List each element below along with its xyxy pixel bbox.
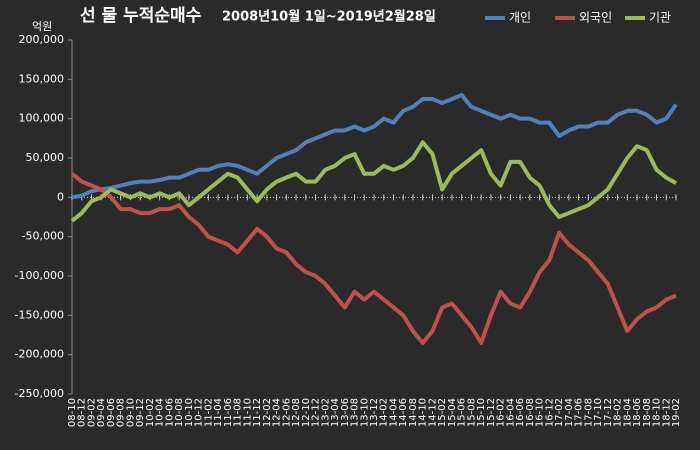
x-tick-label: 17-10 (593, 398, 604, 427)
x-tick-label: 15-10 (476, 398, 487, 427)
x-tick-label: 14-04 (388, 398, 399, 427)
x-tick-label: 14-06 (398, 398, 409, 427)
chart-title: 선 물 누적순매수 (80, 6, 202, 26)
x-tick-label: 17-02 (554, 398, 565, 427)
x-tick-label: 09-06 (106, 398, 117, 427)
x-tick-label: 13-12 (369, 398, 380, 427)
x-tick-label: 16-08 (525, 398, 536, 427)
x-tick-label: 09-08 (116, 398, 127, 427)
x-tick-label: 16-02 (496, 398, 507, 427)
legend-label: 기관 (649, 11, 671, 25)
y-tick-label: -50,000 (22, 230, 64, 243)
x-tick-label: 10-12 (194, 398, 205, 427)
chart-subtitle: 2008년10월 1일~2019년2월28일 (222, 9, 436, 25)
y-tick-label: 100,000 (19, 112, 65, 125)
x-tick-label: 11-06 (223, 398, 234, 427)
x-tick-label: 15-08 (466, 398, 477, 427)
legend-label: 외국인 (579, 11, 612, 25)
x-tick-label: 13-08 (350, 398, 361, 427)
x-tick-label: 17-04 (564, 398, 575, 427)
x-tick-label: 08-12 (77, 398, 88, 427)
series-line (70, 172, 677, 345)
x-tick-label: 10-10 (184, 398, 195, 427)
y-tick-label: 0 (57, 190, 64, 203)
x-tick-label: 11-10 (242, 398, 253, 427)
x-tick-label: 17-12 (603, 398, 614, 427)
y-tick-label: -250,000 (15, 387, 64, 400)
legend-label: 개인 (509, 11, 531, 25)
x-tick-label: 12-10 (301, 398, 312, 427)
x-tick-label: 09-02 (86, 398, 97, 427)
y-tick-label: 200,000 (19, 33, 65, 46)
x-tick-label: 18-08 (642, 398, 653, 427)
x-tick-label: 12-02 (262, 398, 273, 427)
x-tick-label: 11-02 (203, 398, 214, 427)
x-tick-label: 12-12 (311, 398, 322, 427)
x-tick-label: 10-04 (155, 398, 166, 427)
series-line (70, 140, 677, 223)
x-tick-label: 14-02 (379, 398, 390, 427)
x-tick-label: 16-04 (505, 398, 516, 427)
x-tick-label: 17-06 (574, 398, 585, 427)
x-tick-label: 18-04 (622, 398, 633, 427)
x-tick-label: 16-10 (535, 398, 546, 427)
x-tick-label: 18-06 (632, 398, 643, 427)
y-axis-unit: 억원 (32, 20, 52, 33)
x-tick-label: 15-12 (486, 398, 497, 427)
x-tick-label: 09-04 (96, 398, 107, 427)
y-tick-label: 50,000 (26, 151, 65, 164)
x-tick-label: 10-02 (145, 398, 156, 427)
y-tick-label: -150,000 (15, 308, 64, 321)
x-tick-label: 12-08 (291, 398, 302, 427)
x-tick-label: 10-06 (164, 398, 175, 427)
x-tick-label: 18-12 (661, 398, 672, 427)
x-tick-label: 12-04 (272, 398, 283, 427)
y-tick-label: 150,000 (19, 72, 65, 85)
x-tick-label: 14-08 (408, 398, 419, 427)
x-tick-label: 15-02 (437, 398, 448, 427)
x-tick-label: 18-10 (652, 398, 663, 427)
x-tick-label: 11-08 (233, 398, 244, 427)
x-tick-label: 14-12 (427, 398, 438, 427)
x-tick-label: 18-02 (613, 398, 624, 427)
x-tick-label: 09-12 (135, 398, 146, 427)
y-tick-label: -100,000 (15, 269, 64, 282)
y-tick-label: -200,000 (15, 348, 64, 361)
x-tick-label: 13-06 (340, 398, 351, 427)
x-tick-label: 09-10 (125, 398, 136, 427)
x-tick-label: 13-10 (359, 398, 370, 427)
x-tick-label: 15-04 (447, 398, 458, 427)
x-tick-label: 10-08 (174, 398, 185, 427)
x-tick-label: 11-04 (213, 398, 224, 427)
x-tick-label: 16-12 (544, 398, 555, 427)
x-tick-label: 14-10 (418, 398, 429, 427)
x-tick-label: 15-06 (457, 398, 468, 427)
series-line (71, 93, 678, 200)
x-tick-label: 11-12 (252, 398, 263, 427)
x-tick-label: 13-04 (330, 398, 341, 427)
x-tick-label: 12-06 (281, 398, 292, 427)
x-tick-label: 19-02 (671, 398, 682, 427)
x-tick-label: 13-02 (320, 398, 331, 427)
x-tick-label: 16-06 (515, 398, 526, 427)
x-tick-label: 17-08 (583, 398, 594, 427)
x-tick-label: 08-10 (67, 398, 78, 427)
